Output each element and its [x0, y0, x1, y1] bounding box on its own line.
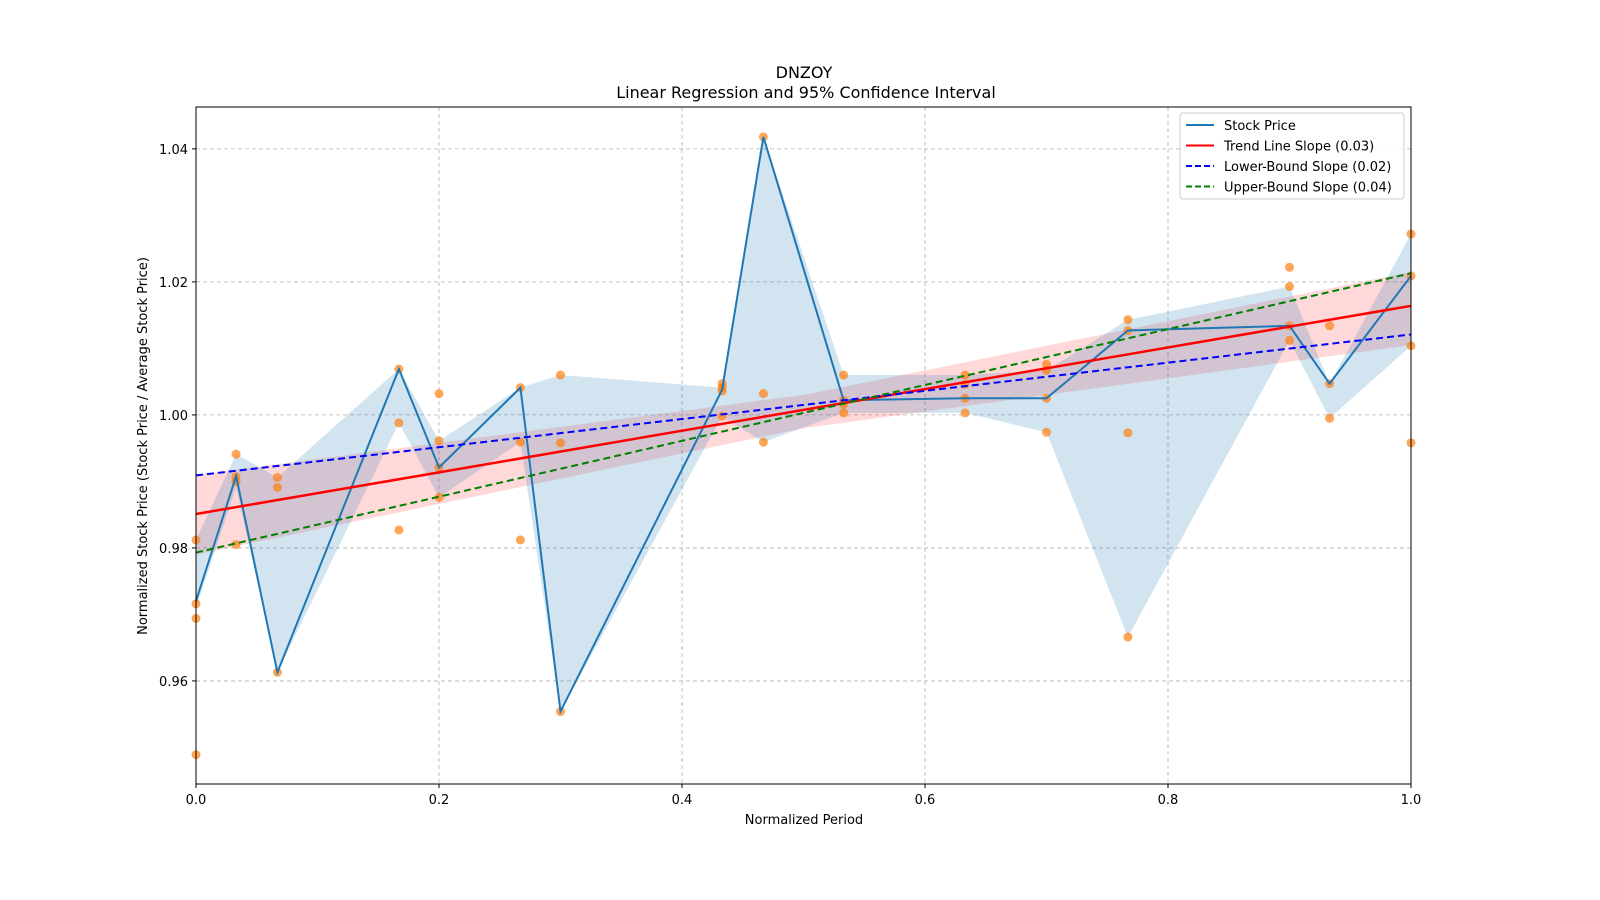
stock-price-band — [196, 136, 1411, 712]
plot-frame — [195, 106, 1412, 785]
chart-title: DNZOY — [776, 63, 833, 82]
x-tick-label: 0.6 — [915, 793, 936, 808]
scatter-point — [1285, 335, 1294, 345]
x-tick-label: 0.4 — [672, 793, 693, 808]
trend-line — [195, 304, 1412, 516]
scatter-point — [839, 408, 849, 418]
scatter-point — [231, 540, 241, 550]
scatter-point — [272, 482, 282, 492]
scatter-point — [960, 408, 970, 418]
scatter-point — [1285, 262, 1294, 272]
scatter-point — [434, 436, 444, 446]
chart-subtitle: Linear Regression and 95% Confidence Int… — [616, 83, 996, 102]
scatter-point — [839, 370, 849, 380]
scatter-point — [1042, 427, 1051, 437]
legend-label: Stock Price — [1224, 119, 1296, 134]
scatter-point — [1285, 282, 1294, 292]
x-tick-label: 0.8 — [1158, 793, 1179, 808]
scatter-point — [394, 525, 404, 535]
stock-price-range-area — [196, 136, 1411, 712]
scatter-point — [758, 389, 768, 399]
scatter-point — [515, 437, 525, 447]
scatter-point — [1123, 632, 1133, 642]
legend-box — [1179, 112, 1405, 200]
scatter-point — [515, 535, 525, 545]
x-tick-label: 1.0 — [1401, 793, 1422, 808]
y-tick-label: 1.04 — [159, 143, 188, 158]
upper-bound-line — [195, 272, 1412, 554]
legend-label: Upper-Bound Slope (0.04) — [1224, 181, 1392, 196]
x-tick-label: 0.0 — [186, 793, 207, 808]
y-tick-label: 1.02 — [159, 276, 188, 291]
scatter-point — [394, 418, 404, 428]
scatter-point — [434, 492, 444, 502]
scatter-point — [1325, 413, 1335, 423]
y-axis-ticks: 0.96 0.98 1.00 1.02 1.04 — [159, 143, 196, 690]
y-tick-label: 0.98 — [159, 542, 188, 557]
scatter-point — [758, 437, 768, 447]
legend-label: Trend Line Slope (0.03) — [1223, 140, 1374, 155]
y-tick-label: 1.00 — [159, 409, 188, 424]
legend: Stock Price Trend Line Slope (0.03) Lower-… — [1179, 112, 1405, 200]
legend-label: Lower-Bound Slope (0.02) — [1224, 160, 1391, 175]
lower-bound-line — [195, 333, 1412, 477]
x-axis-label: Normalized Period — [745, 813, 863, 828]
y-tick-label: 0.96 — [159, 675, 188, 690]
x-tick-label: 0.2 — [429, 793, 450, 808]
scatter-point — [272, 472, 282, 482]
y-axis-label: Normalized Stock Price (Stock Price / Av… — [136, 257, 151, 635]
scatter-point — [556, 438, 565, 448]
scatter-point — [434, 389, 444, 399]
scatter-point — [1123, 428, 1133, 438]
scatter-point — [1325, 321, 1335, 331]
series-lines — [195, 136, 1412, 715]
scatter-point — [556, 370, 565, 380]
x-axis-ticks: 0.0 0.2 0.4 0.6 0.8 1.0 — [186, 784, 1422, 808]
scatter-point — [231, 449, 241, 459]
scatter-point — [1123, 315, 1133, 325]
